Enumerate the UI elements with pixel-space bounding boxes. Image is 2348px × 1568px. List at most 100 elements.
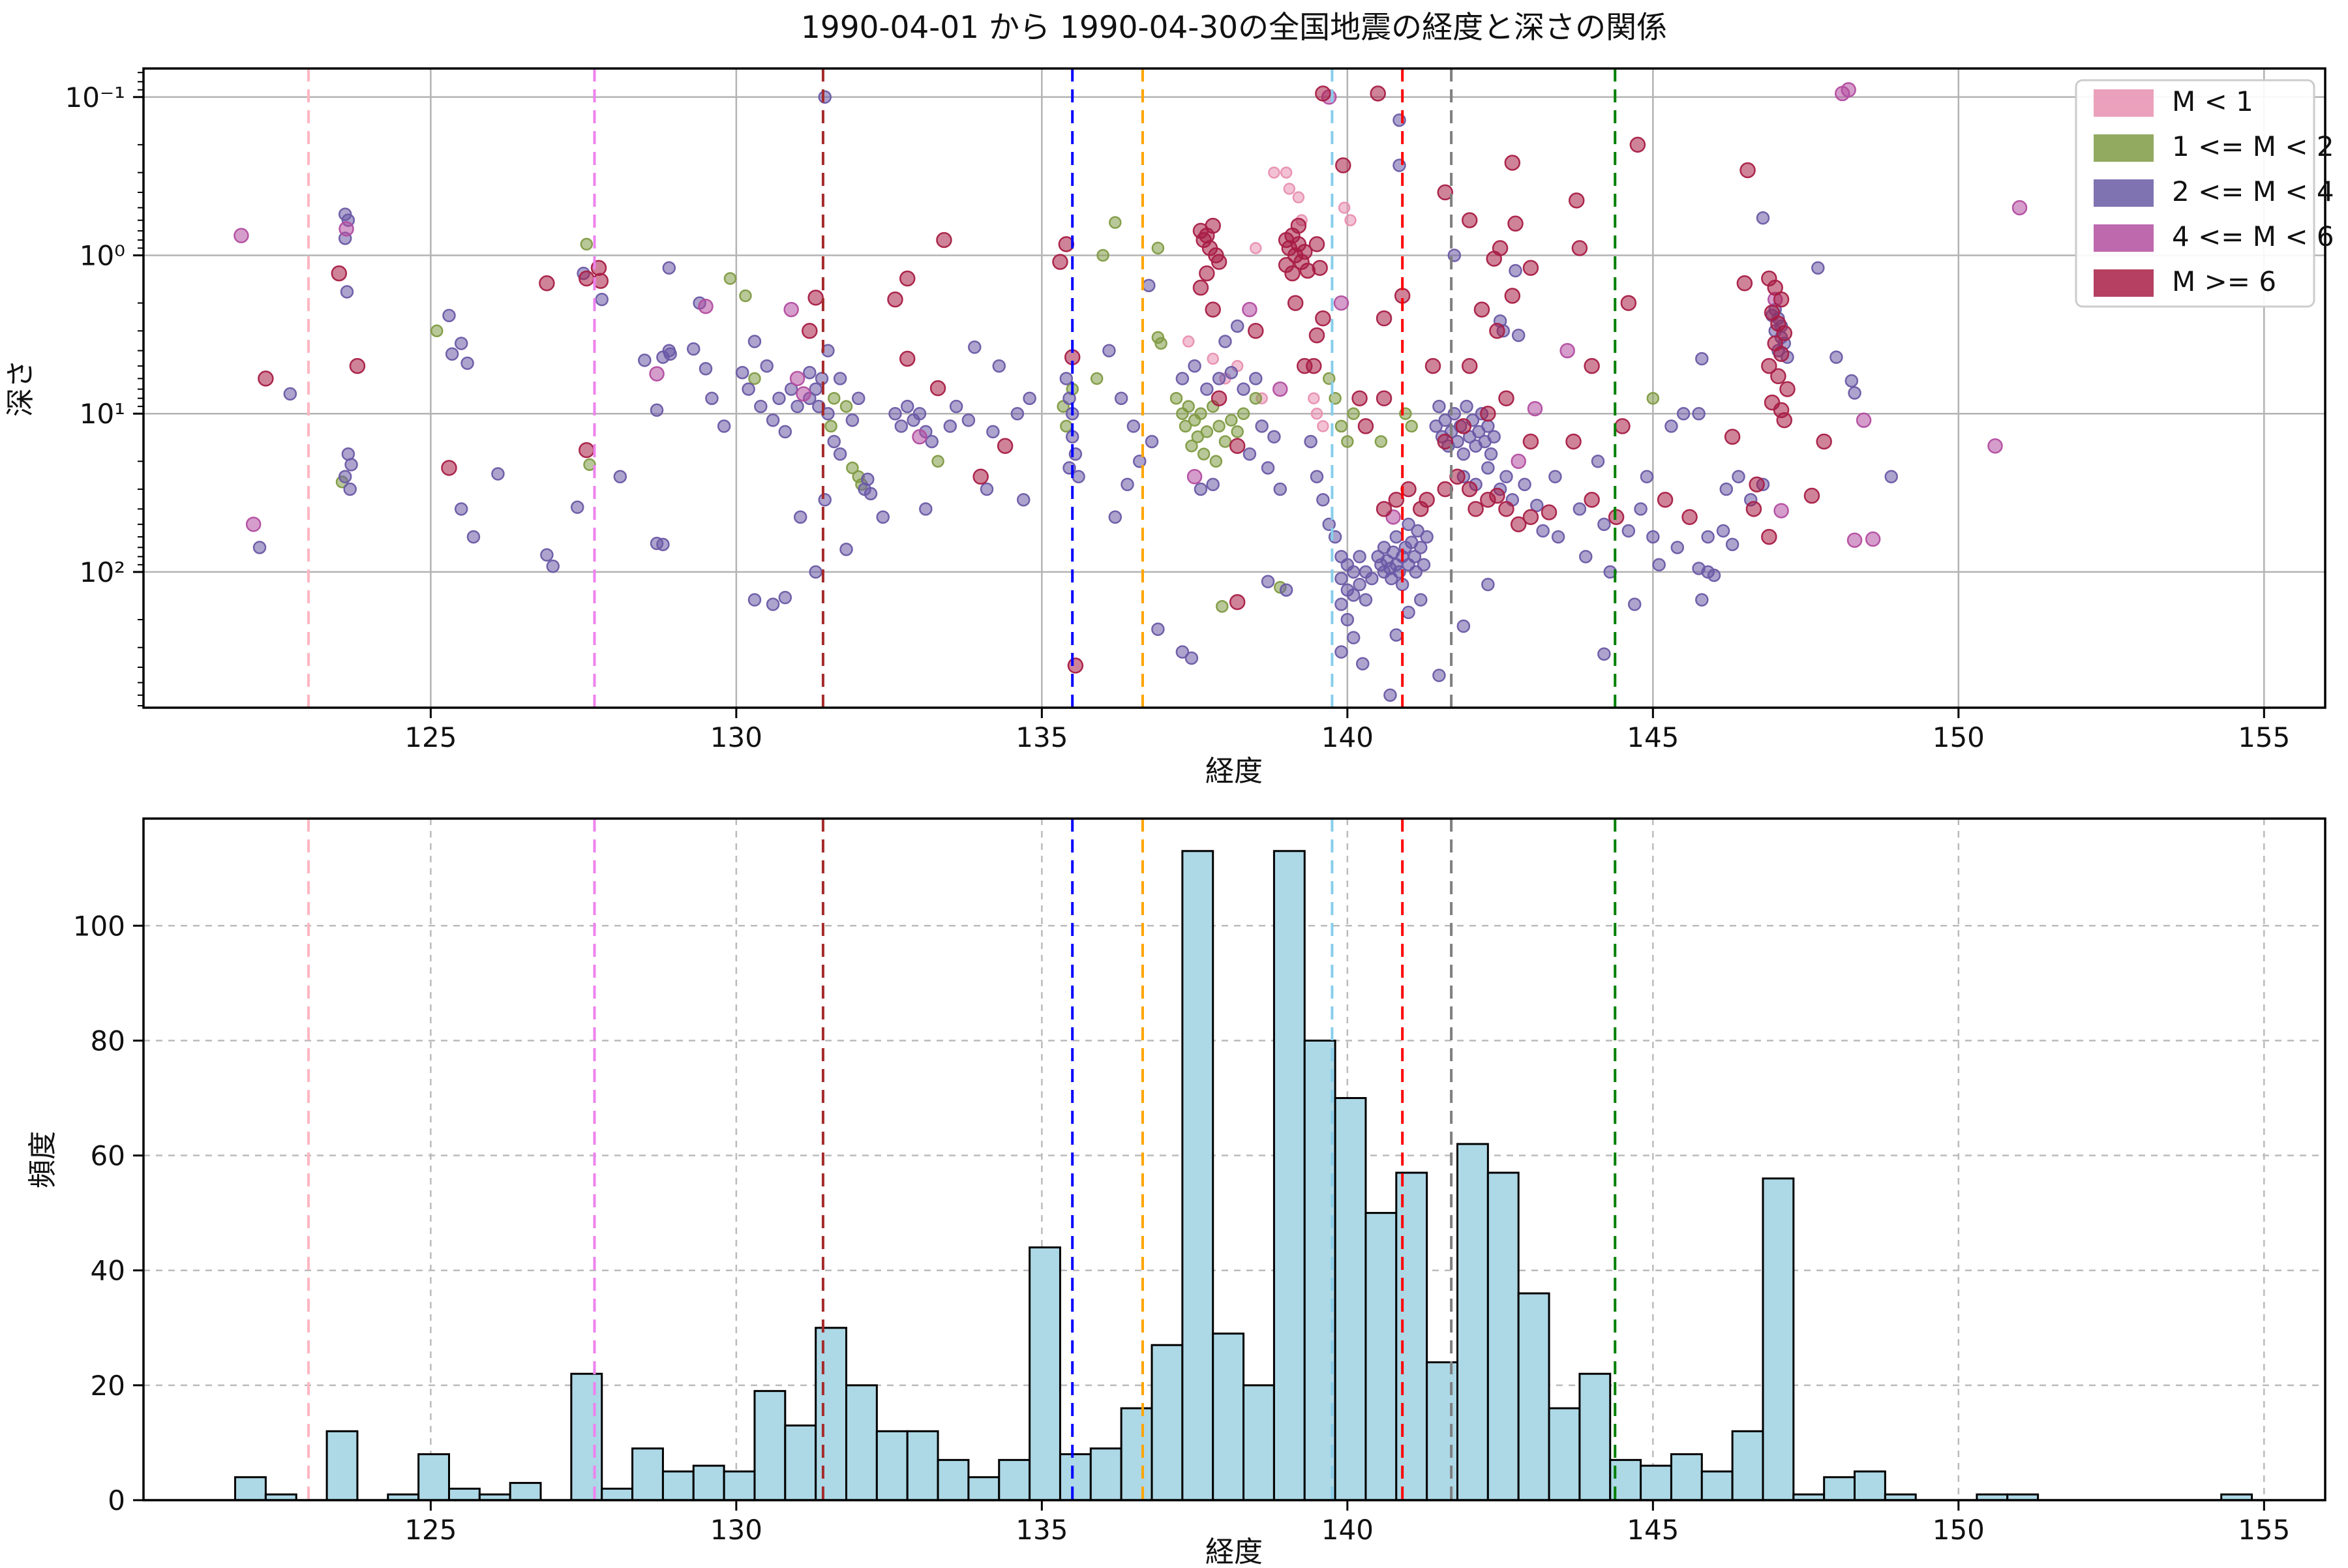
scatter-background: [143, 68, 2325, 708]
histogram-bar: [1151, 1344, 1184, 1501]
scatter-point: [663, 347, 677, 361]
scatter-point: [992, 359, 1006, 373]
scatter-point: [1297, 243, 1313, 260]
tick-label: 20: [91, 1370, 125, 1402]
scatter-point: [1052, 254, 1068, 270]
scatter-point: [583, 458, 596, 472]
legend-label-m-lt-1: M < 1: [2172, 85, 2253, 117]
scatter-point: [1175, 645, 1190, 659]
scatter-point: [943, 419, 957, 433]
scatter-point: [1405, 419, 1418, 433]
scatter-point: [1370, 85, 1386, 102]
series-4: [258, 85, 1832, 674]
scatter-point: [1230, 319, 1244, 333]
scatter-point: [1432, 669, 1446, 682]
histogram-bar: [1670, 1453, 1703, 1501]
legend-label-4-6: 4 <= M < 6: [2172, 220, 2334, 252]
histogram-bar: [1640, 1464, 1672, 1501]
scatter-point: [1205, 217, 1221, 234]
scatter-point: [331, 265, 348, 282]
scatter-point: [1773, 291, 1790, 308]
scatter-point: [1846, 532, 1863, 548]
scatter-point: [828, 391, 841, 405]
scatter-point: [1197, 447, 1211, 460]
scatter-point: [723, 272, 737, 285]
scatter-point: [1242, 447, 1257, 461]
scatter-point: [1761, 357, 1777, 374]
scatter-point: [454, 337, 468, 350]
scatter-point: [1287, 295, 1304, 311]
scatter-point: [1200, 425, 1214, 438]
scatter-point: [1779, 381, 1796, 397]
scatter-point: [1376, 310, 1392, 327]
scatter-point: [1346, 631, 1361, 644]
scatter-point: [1522, 433, 1539, 450]
tick-label: 10²: [80, 556, 125, 588]
scatter-point: [1205, 301, 1221, 318]
histogram-bar: [1212, 1333, 1245, 1501]
scatter-point: [1522, 260, 1539, 276]
scatter-point: [1267, 430, 1281, 444]
scatter-point: [1456, 619, 1471, 633]
scatter-point: [1460, 399, 1473, 414]
scatter-point: [980, 482, 994, 496]
scatter-point: [1468, 501, 1484, 517]
scatter-point: [613, 470, 627, 484]
scatter-point: [1365, 571, 1379, 586]
scatter-point: [1432, 399, 1446, 414]
scatter-point: [1151, 622, 1165, 636]
scatter-point: [1388, 492, 1405, 508]
tick-label: 140: [1321, 1514, 1374, 1546]
histogram-bar: [1823, 1476, 1856, 1501]
scatter-point: [539, 275, 555, 292]
scatter-point: [1351, 390, 1368, 406]
scatter-point: [1504, 288, 1521, 304]
scatter-point: [1509, 264, 1522, 278]
histogram-bar: [692, 1464, 725, 1501]
scatter-point: [783, 301, 799, 318]
scatter-point: [339, 221, 354, 237]
scatter-point: [1811, 261, 1825, 275]
legend-label-1-2: 1 <= M < 2: [2172, 130, 2334, 162]
histogram-bar: [1181, 850, 1214, 1501]
histogram-bar: [784, 1425, 817, 1501]
scatter-point: [595, 292, 609, 307]
scatter-point: [1627, 597, 1642, 611]
scatter-point: [1640, 470, 1654, 484]
scatter-point: [1151, 241, 1165, 255]
histogram-xlabel: 経度: [1205, 1535, 1263, 1565]
scatter-point: [1657, 492, 1674, 508]
scatter-point: [1739, 162, 1756, 179]
scatter-point: [1280, 166, 1293, 179]
scatter-point: [1417, 558, 1431, 572]
scatter-point: [649, 366, 665, 382]
scatter-point: [1536, 524, 1550, 538]
scatter-point: [1310, 470, 1324, 484]
tick-label: 80: [91, 1025, 125, 1057]
scatter-point: [1776, 412, 1793, 429]
scatter-point: [1023, 391, 1036, 405]
scatter-point: [802, 323, 818, 339]
scatter-point: [1725, 537, 1739, 551]
scatter-point: [1353, 550, 1366, 564]
scatter-point: [1333, 295, 1349, 311]
scatter-point: [972, 468, 989, 485]
scatter-point: [931, 455, 944, 468]
scatter-point: [1308, 236, 1325, 252]
histogram-bar: [1731, 1430, 1764, 1501]
scatter-point: [1206, 477, 1220, 491]
scatter-point: [1841, 82, 1856, 98]
scatter-point: [1194, 407, 1207, 420]
scatter-point: [1261, 575, 1275, 588]
scatter-point: [638, 354, 652, 367]
scatter-point: [1414, 541, 1428, 554]
histogram-bar: [845, 1384, 878, 1501]
scatter-point: [1541, 504, 1558, 520]
scatter-point: [338, 470, 352, 484]
scatter-point: [1334, 645, 1348, 659]
scatter-point: [1695, 593, 1709, 607]
scatter-point: [790, 399, 804, 414]
scatter-point: [1597, 517, 1611, 532]
scatter-point: [1357, 418, 1374, 434]
scatter-point: [1322, 372, 1336, 385]
